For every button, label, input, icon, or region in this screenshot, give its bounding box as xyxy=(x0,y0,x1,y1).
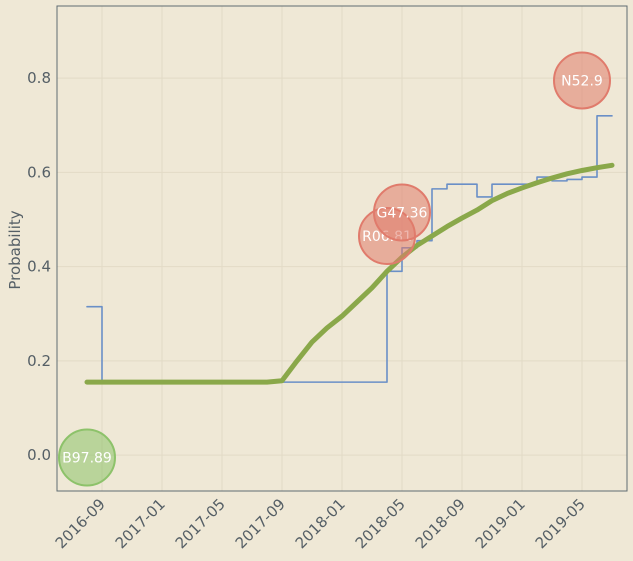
x-tick-label: 2018-09 xyxy=(412,495,469,552)
x-tick-label: 2018-05 xyxy=(352,495,409,552)
y-tick-label: 0.0 xyxy=(27,446,51,464)
y-tick-label: 0.2 xyxy=(27,352,51,370)
annotation-bubble xyxy=(373,183,431,242)
annotation-bubble xyxy=(58,428,116,487)
x-tick-label: 2016-09 xyxy=(52,495,109,552)
x-tick-label: 2017-01 xyxy=(112,495,169,552)
annotation-label: G47.36 xyxy=(377,205,428,221)
annotation-bubble xyxy=(553,51,611,110)
plot-frame xyxy=(56,5,628,492)
y-tick-label: 0.4 xyxy=(27,258,51,276)
smooth-line xyxy=(84,162,615,385)
x-tick-label: 2017-05 xyxy=(172,495,229,552)
y-tick-label: 0.6 xyxy=(27,163,51,181)
y-tick-label: 0.8 xyxy=(27,69,51,87)
step-line xyxy=(86,115,613,383)
x-tick-label: 2018-01 xyxy=(292,495,349,552)
annotation-label: B97.89 xyxy=(62,451,112,467)
y-axis-label: Probability xyxy=(6,210,24,289)
annotation-label: N52.9 xyxy=(561,73,603,89)
x-tick-label: 2019-01 xyxy=(472,495,529,552)
x-tick-label: 2017-09 xyxy=(232,495,289,552)
x-tick-label: 2019-05 xyxy=(532,495,589,552)
